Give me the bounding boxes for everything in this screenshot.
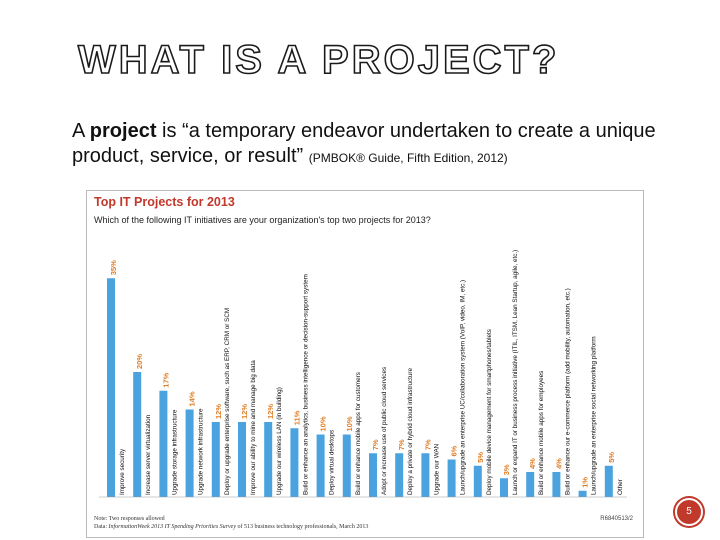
- chart-reference-code: R6840513/2: [600, 516, 633, 522]
- chart-notes: Note: Two responses allowed Data: Inform…: [94, 515, 368, 531]
- category-label-19: Launch/upgrade an enterprise social netw…: [591, 336, 598, 495]
- chart-figure: Top IT Projects for 2013 Which of the fo…: [86, 190, 644, 538]
- bar-13: [421, 453, 430, 497]
- category-label-20: Other: [617, 479, 624, 495]
- bar-4: [185, 409, 194, 497]
- category-label-2: Increase server virtualization: [145, 414, 152, 495]
- category-label-14: Launch/upgrade an enterprise UC/collabor…: [460, 280, 467, 495]
- definition-prefix: A: [72, 120, 90, 142]
- definition-bold-term: project: [89, 120, 157, 142]
- value-label-15: 5%: [476, 452, 485, 463]
- value-label-7: 12%: [266, 404, 275, 419]
- bar-20: [604, 465, 613, 497]
- category-label-10: Build or enhance mobile apps for custome…: [355, 372, 362, 495]
- bar-8: [290, 428, 299, 497]
- value-label-19: 1%: [581, 477, 590, 488]
- category-label-17: Build or enhance mobile apps for employe…: [538, 371, 545, 495]
- value-label-10: 10%: [345, 416, 354, 431]
- bar-11: [369, 453, 377, 497]
- bar-16: [500, 478, 508, 497]
- bar-10: [342, 434, 351, 497]
- bar-5: [211, 422, 220, 497]
- value-label-20: 5%: [607, 452, 616, 463]
- value-label-3: 17%: [161, 372, 170, 387]
- value-label-13: 7%: [423, 439, 432, 450]
- category-label-18: Build or enhance our e-commerce platform…: [564, 288, 571, 495]
- category-label-1: Improve security: [119, 448, 126, 495]
- bar-18: [552, 472, 561, 497]
- bar-12: [395, 453, 404, 497]
- bar-9: [316, 434, 325, 497]
- chart-title: Top IT Projects for 2013: [94, 195, 235, 209]
- slide-title: WHAT IS A PROJECT?: [77, 37, 560, 83]
- value-label-2: 20%: [135, 354, 144, 369]
- value-label-17: 4%: [528, 458, 537, 469]
- bar-6: [238, 422, 246, 497]
- page-number-badge: 5: [675, 498, 703, 526]
- category-label-5: Deploy or upgrade enterprise software, s…: [224, 308, 231, 495]
- bar-1: [107, 278, 115, 497]
- bar-19: [578, 490, 587, 497]
- category-label-6: Improve our ability to mine and manage b…: [250, 360, 257, 495]
- category-label-9: Deploy virtual desktops: [329, 430, 336, 495]
- bar-7: [264, 422, 273, 497]
- bar-17: [526, 472, 535, 497]
- bar-chart: 35% Improve security 20% Increase server vi…: [99, 250, 627, 498]
- category-label-16: Launch or expand IT or business process …: [512, 250, 519, 495]
- category-label-12: Deploy a private or hybrid cloud infrast…: [407, 367, 414, 495]
- category-label-13: Upgrade our WAN: [433, 443, 440, 495]
- value-label-6: 12%: [240, 404, 249, 419]
- value-label-9: 10%: [319, 416, 328, 431]
- definition-text: is “a temporary endeavor undertaken to c…: [72, 120, 656, 167]
- definition-citation: (PMBOK® Guide, Fifth Edition, 2012): [308, 151, 508, 165]
- chart-data-source: Data: InformationWeek 2013 IT Spending P…: [94, 523, 368, 531]
- data-source-title: InformationWeek 2013 IT Spending Priorit…: [108, 524, 237, 530]
- data-source-label: Data:: [94, 524, 109, 530]
- chart-question: Which of the following IT initiatives ar…: [94, 215, 431, 225]
- value-label-1: 35%: [109, 260, 118, 275]
- project-definition: A project is “a temporary endeavor under…: [72, 119, 712, 171]
- chart-note: Note: Two responses allowed: [94, 516, 165, 522]
- bar-2: [133, 372, 142, 497]
- value-label-11: 7%: [371, 439, 380, 450]
- data-source-rest: of 513 business technology professionals…: [236, 524, 369, 530]
- value-label-5: 12%: [214, 404, 223, 419]
- value-label-18: 4%: [554, 458, 563, 469]
- category-label-4: Upgrade network infrastructure: [198, 408, 205, 495]
- value-label-4: 14%: [188, 391, 197, 406]
- bar-3: [159, 390, 168, 497]
- value-label-14: 6%: [450, 445, 459, 456]
- value-label-12: 7%: [397, 439, 406, 450]
- category-label-7: Upgrade our wireless LAN (in building): [276, 387, 283, 495]
- category-label-3: Upgrade storage infrastructure: [171, 409, 178, 495]
- bar-15: [473, 465, 482, 497]
- value-label-8: 11%: [292, 410, 301, 425]
- category-label-8: Build or enhance an analytics, business …: [302, 274, 309, 495]
- category-label-15: Deploy mobile device management for smar…: [486, 329, 493, 495]
- value-label-16: 3%: [502, 464, 511, 475]
- bar-14: [447, 459, 456, 497]
- category-label-11: Adopt or increase use of public cloud se…: [381, 367, 388, 495]
